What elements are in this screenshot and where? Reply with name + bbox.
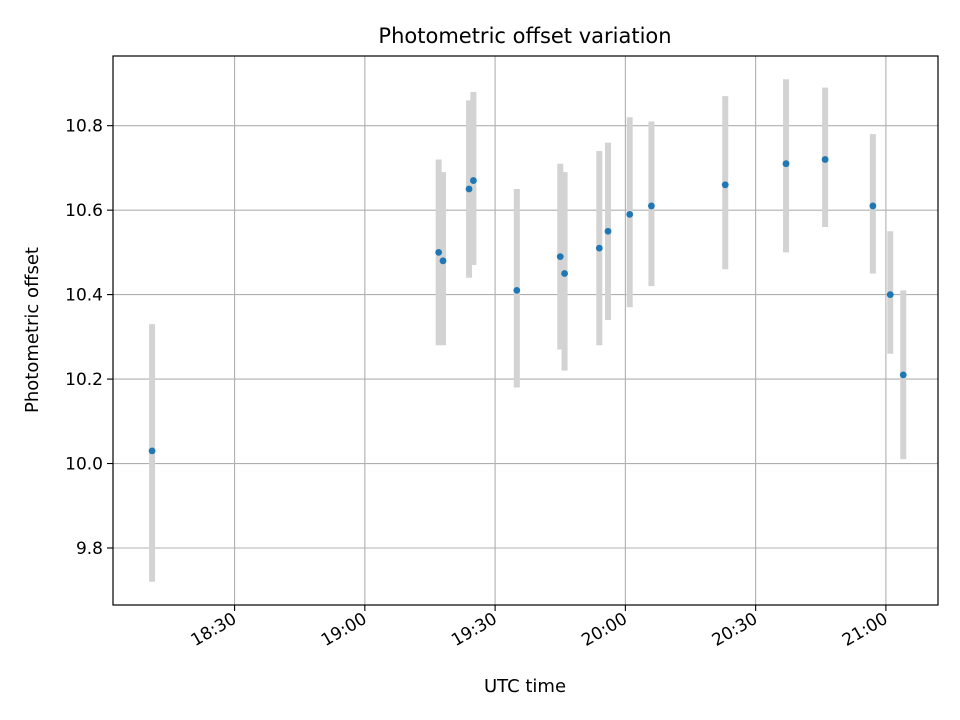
data-point [869, 202, 877, 210]
y-tick-label: 10.4 [65, 286, 103, 306]
plot-frame [112, 55, 939, 606]
data-point [556, 253, 564, 260]
y-tick-label: 10.0 [65, 455, 103, 475]
data-point [561, 270, 568, 277]
data-point [513, 286, 521, 294]
data-point [469, 177, 477, 184]
data-point [595, 244, 603, 252]
y-tick-label: 10.2 [65, 370, 103, 390]
data-point [439, 257, 447, 265]
data-point [435, 248, 443, 256]
y-tick-label: 10.8 [65, 117, 103, 137]
data-point [721, 181, 729, 189]
marker-layer [148, 156, 907, 455]
data-point [782, 160, 790, 168]
data-point [899, 371, 907, 379]
x-axis-label: UTC time [484, 676, 566, 697]
data-point [604, 227, 612, 235]
y-axis-label: Photometric offset [22, 247, 43, 413]
y-tick-label: 10.6 [65, 201, 103, 221]
grid-layer [113, 56, 938, 605]
data-point [465, 185, 473, 193]
data-point [626, 210, 634, 218]
data-point [648, 202, 655, 210]
data-point [821, 156, 829, 163]
chart-title: Photometric offset variation [378, 24, 671, 48]
y-tick-label: 9.8 [76, 539, 103, 559]
data-point [148, 447, 156, 455]
data-point [886, 291, 894, 299]
